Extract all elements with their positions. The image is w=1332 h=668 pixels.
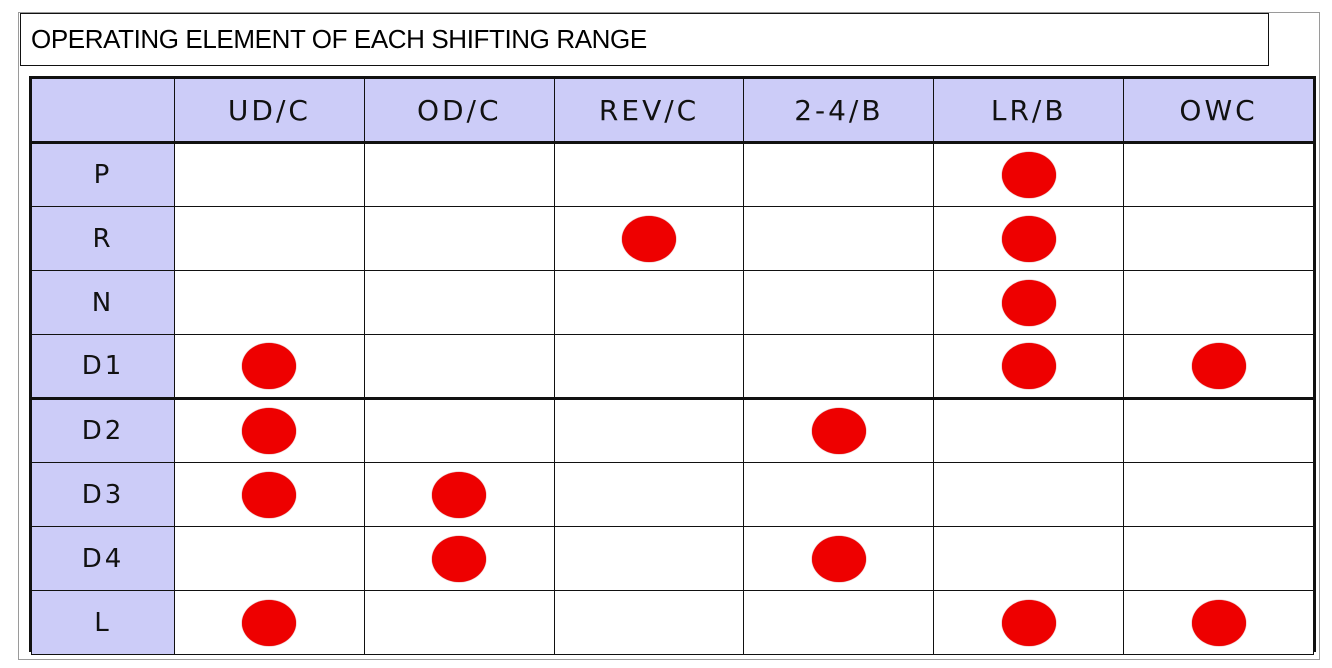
engaged-dot-icon [811, 408, 866, 454]
table-cell [174, 142, 365, 207]
table-cell [363, 334, 555, 399]
table-row: P [31, 142, 1314, 207]
row-header: L [31, 590, 175, 655]
column-header-rev-c: REV/C [553, 78, 745, 144]
title-box: OPERATING ELEMENT OF EACH SHIFTING RANGE [20, 13, 1269, 66]
table-cell [363, 462, 555, 527]
table-cell [933, 397, 1125, 463]
column-header-owc: OWC [1123, 78, 1314, 144]
table-cell [933, 206, 1125, 271]
table-cell [553, 590, 745, 655]
column-header-2-4-b: 2-4/B [743, 78, 935, 144]
table-cell [933, 590, 1125, 655]
table-cell [174, 206, 365, 271]
table-row: D1 [31, 334, 1314, 399]
table-cell [553, 397, 745, 463]
table-cell [174, 590, 365, 655]
table-cell [743, 526, 935, 591]
operating-element-table: UD/C OD/C REV/C 2-4/B LR/B OWC P R N D1 D2 D3… [29, 76, 1316, 655]
engaged-dot-icon [811, 535, 866, 582]
table-cell [933, 270, 1125, 335]
table-cell [1123, 590, 1314, 655]
engaged-dot-icon [1001, 215, 1056, 262]
table-cell [1123, 142, 1314, 207]
engaged-dot-icon [1001, 152, 1056, 198]
table-cell [1123, 397, 1314, 463]
row-header: D4 [31, 526, 175, 591]
engaged-dot-icon [242, 471, 297, 518]
document-frame [18, 12, 1320, 660]
row-header: P [31, 142, 175, 207]
corner-cell [31, 78, 175, 144]
table-cell [553, 270, 745, 335]
table-cell [743, 590, 935, 655]
table-cell [933, 142, 1125, 207]
table-cell [743, 397, 935, 463]
table-cell [553, 462, 745, 527]
engaged-dot-icon [1191, 343, 1246, 389]
shift-range-table: UD/C OD/C REV/C 2-4/B LR/B OWC P R N D1 D2 D3… [31, 78, 1314, 655]
engaged-dot-icon [432, 471, 487, 518]
table-cell [363, 142, 555, 207]
column-header-od-c: OD/C [363, 78, 555, 144]
table-cell [553, 142, 745, 207]
table-cell [743, 142, 935, 207]
engaged-dot-icon [242, 343, 297, 389]
table-cell [933, 462, 1125, 527]
table-cell [1123, 206, 1314, 271]
table-cell [174, 334, 365, 399]
column-header-ud-c: UD/C [174, 78, 365, 144]
engaged-dot-icon [1001, 599, 1056, 646]
table-row: N [31, 270, 1314, 335]
table-row: D2 [31, 397, 1314, 463]
page-title: OPERATING ELEMENT OF EACH SHIFTING RANGE [31, 24, 647, 54]
engaged-dot-icon [1001, 343, 1056, 389]
table-cell [363, 397, 555, 463]
table-cell [1123, 334, 1314, 399]
table-cell [1123, 270, 1314, 335]
table-cell [933, 334, 1125, 399]
row-header: D3 [31, 462, 175, 527]
table-cell [363, 270, 555, 335]
table-cell [174, 526, 365, 591]
engaged-dot-icon [1191, 599, 1246, 646]
engaged-dot-icon [432, 535, 487, 582]
table-cell [174, 397, 365, 463]
table-cell [1123, 526, 1314, 591]
table-cell [174, 270, 365, 335]
engaged-dot-icon [242, 408, 297, 454]
table-cell [743, 206, 935, 271]
table-row: D4 [31, 526, 1314, 591]
row-header: N [31, 270, 175, 335]
row-header: R [31, 206, 175, 271]
table-cell [553, 526, 745, 591]
table-row: D3 [31, 462, 1314, 527]
row-header: D1 [31, 334, 175, 399]
engaged-dot-icon [242, 599, 297, 646]
table-cell [363, 206, 555, 271]
table-row: L [31, 590, 1314, 655]
column-header-lr-b: LR/B [933, 78, 1125, 144]
table-cell [363, 526, 555, 591]
engaged-dot-icon [1001, 279, 1056, 326]
table-cell [1123, 462, 1314, 527]
row-header: D2 [31, 397, 175, 463]
table-cell [743, 270, 935, 335]
table-row: R [31, 206, 1314, 271]
table-body: P R N D1 D2 D3 D4 L [31, 142, 1314, 655]
table-cell [553, 334, 745, 399]
header-row: UD/C OD/C REV/C 2-4/B LR/B OWC [31, 78, 1314, 144]
table-cell [174, 462, 365, 527]
engaged-dot-icon [622, 215, 677, 262]
table-cell [933, 526, 1125, 591]
table-cell [553, 206, 745, 271]
table-cell [743, 334, 935, 399]
table-cell [743, 462, 935, 527]
table-cell [363, 590, 555, 655]
